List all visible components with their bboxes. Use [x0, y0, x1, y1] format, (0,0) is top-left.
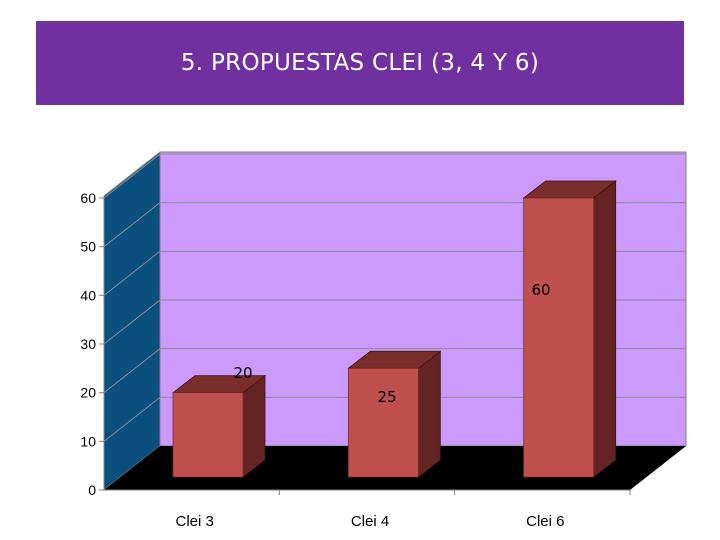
y-tick-label: 30: [80, 336, 96, 352]
gridline: [103, 202, 686, 248]
category-label: Clei 3: [175, 513, 213, 530]
data-label: 60: [531, 281, 550, 299]
y-tick-label: 0: [88, 482, 96, 498]
data-label: 20: [233, 364, 252, 382]
bar-front: [347, 367, 419, 478]
bar-side: [242, 374, 266, 478]
chart-title: 5. PROPUESTAS CLEI (3, 4 Y 6): [180, 50, 540, 76]
gridline: [103, 348, 686, 394]
bar-side: [417, 350, 441, 478]
y-tick-label: 10: [80, 433, 96, 449]
gridline: [103, 153, 686, 199]
bar-side: [593, 180, 617, 478]
y-tick-label: 50: [80, 239, 96, 255]
gridline: [103, 250, 686, 296]
y-tick-label: 20: [80, 385, 96, 401]
bar-front: [172, 392, 244, 478]
y-tick-label: 60: [80, 190, 96, 206]
y-tick-label: 40: [80, 287, 96, 303]
side-wall: [103, 150, 161, 492]
bar-front: [523, 197, 595, 478]
gridline: [103, 299, 686, 345]
bar-3: [522, 180, 617, 478]
category-label: Clei 4: [351, 513, 389, 530]
category-label: Clei 6: [526, 513, 564, 530]
title-banner: 5. PROPUESTAS CLEI (3, 4 Y 6): [36, 21, 684, 105]
data-label: 25: [377, 388, 396, 406]
bar-2: [347, 350, 442, 478]
bar-1: [171, 374, 267, 478]
gridline: [103, 396, 686, 442]
